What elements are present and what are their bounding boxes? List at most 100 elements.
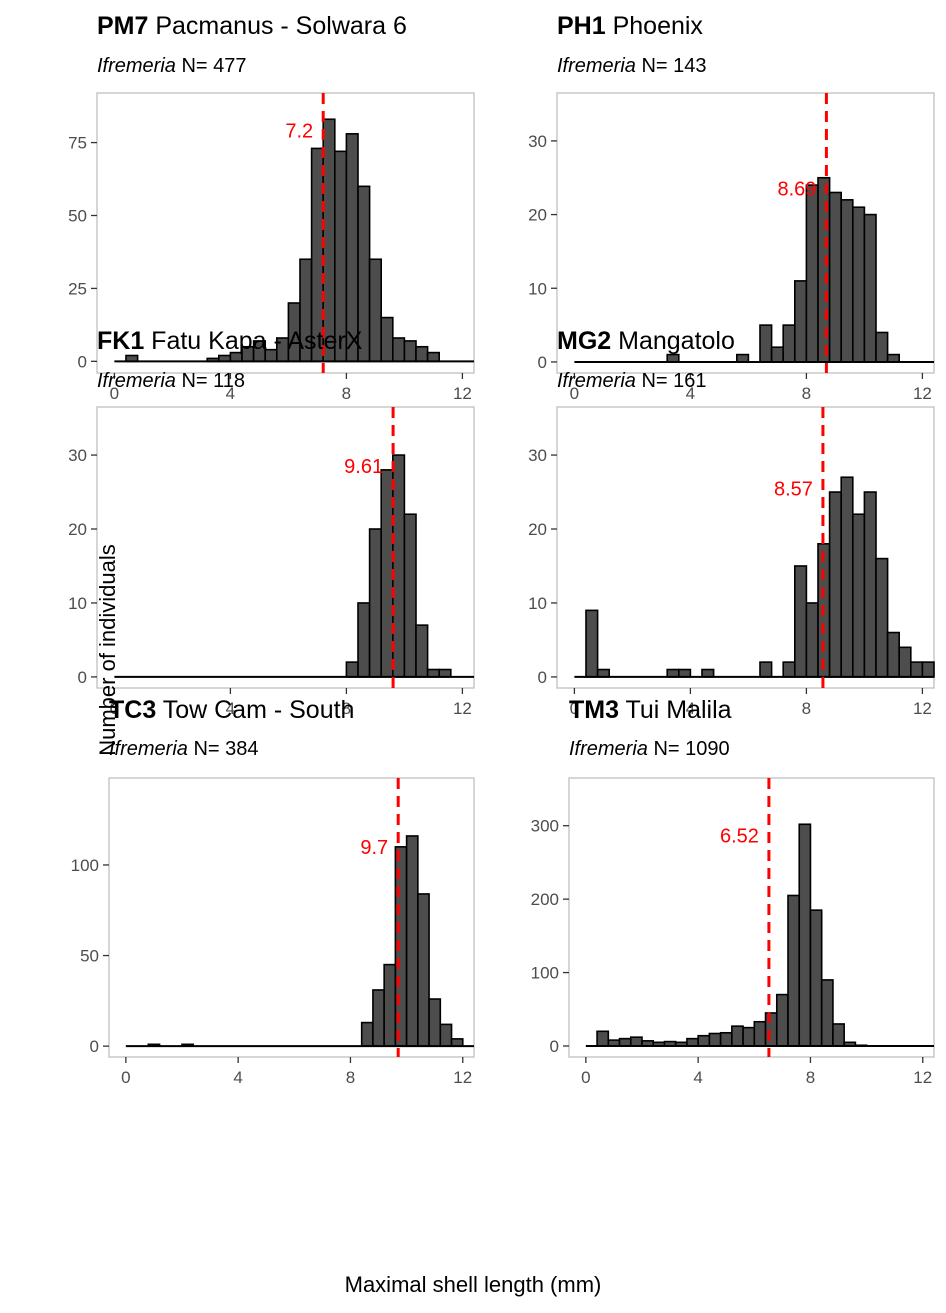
x-tick-label: 8 [346, 1068, 355, 1087]
panel-site: Phoenix [606, 12, 704, 40]
histogram-bar [775, 993, 789, 1047]
panel-frame [568, 777, 935, 1058]
histogram-bar [809, 909, 823, 1047]
y-tick-label: 10 [528, 279, 547, 298]
histogram-bar [360, 1021, 374, 1047]
histogram-bar [383, 963, 397, 1047]
panel-frame [556, 92, 935, 374]
x-tick-label: 8 [806, 1068, 815, 1087]
y-tick-label: 300 [531, 817, 559, 836]
histogram-bar [629, 1036, 643, 1047]
panel-taxon: Ifremeria [569, 738, 648, 760]
histogram-bar [875, 557, 889, 678]
y-tick-label: 20 [68, 520, 87, 539]
histogram-bar [701, 668, 715, 678]
panel-tm3: TM3 Tui Malila Ifremeria N= 1090 0 100 200 30… [531, 696, 935, 1087]
y-tick-label: 50 [68, 207, 87, 226]
histogram-bar [770, 346, 784, 363]
panel-subtitle: Ifremeria N= 384 [109, 738, 259, 760]
y-tick-label: 50 [80, 947, 99, 966]
x-tick-label: 8 [342, 699, 351, 718]
y-tick-label: 20 [528, 206, 547, 225]
x-tick-label: 0 [581, 1068, 590, 1087]
mean-label: 8.57 [774, 478, 813, 500]
y-tick-label: 0 [78, 352, 87, 371]
mean-label: 9.7 [360, 837, 388, 859]
panel-frame [108, 777, 475, 1058]
histogram-bar [909, 661, 924, 678]
panel-title: FK1 Fatu Kapa - AsterX [97, 327, 363, 355]
panel-code: FK1 [97, 327, 144, 355]
mean-label: 9.61 [344, 456, 383, 478]
panel-code: PM7 [97, 12, 148, 40]
y-tick-label: 10 [68, 594, 87, 613]
y-tick-label: 30 [68, 446, 87, 465]
panel-taxon: Ifremeria [97, 55, 176, 77]
histogram-bar [345, 661, 359, 678]
x-tick-label: 4 [226, 384, 235, 403]
histogram-bar [666, 668, 680, 678]
x-tick-label: 8 [802, 384, 811, 403]
panel-n-label: N= 161 [636, 370, 707, 392]
mean-label: 8.69 [777, 179, 816, 201]
histogram-bar [742, 1026, 756, 1047]
panel-tc3: TC3 Tow Cam - South Ifremeria N= 384 0 50 10… [71, 696, 475, 1087]
panel-taxon: Ifremeria [557, 370, 636, 392]
histogram-bar [426, 668, 441, 678]
histogram-bar [886, 631, 900, 678]
x-tick-label: 12 [453, 1068, 472, 1087]
histogram-bar [863, 213, 877, 363]
x-tick-label: 4 [233, 1068, 242, 1087]
y-tick-label: 20 [528, 520, 547, 539]
x-tick-label: 12 [913, 384, 932, 403]
histogram-bar [719, 1031, 733, 1047]
panel-title: TM3 Tui Malila [569, 696, 732, 724]
panel-n-label: N= 143 [636, 55, 707, 77]
histogram-bar [832, 1023, 845, 1047]
histogram-bar [368, 528, 383, 678]
histogram-bar [428, 998, 442, 1047]
panel-subtitle: Ifremeria N= 1090 [569, 738, 730, 760]
y-tick-label: 0 [78, 668, 87, 687]
panel-code: MG2 [557, 327, 611, 355]
histogram-bar [666, 353, 680, 363]
y-tick-label: 0 [90, 1037, 99, 1056]
panel-taxon: Ifremeria [97, 370, 176, 392]
mean-label: 7.2 [285, 120, 313, 142]
histogram-bar [686, 1037, 699, 1047]
panel-site: Tow Cam - South [156, 696, 354, 724]
panel-n-label: N= 477 [176, 55, 247, 77]
panel-subtitle: Ifremeria N= 161 [557, 370, 707, 392]
histogram-bar [596, 1030, 610, 1047]
y-tick-label: 10 [528, 594, 547, 613]
panel-title: MG2 Mangatolo [557, 327, 735, 355]
histogram-bar [828, 191, 842, 363]
histogram-bar [677, 668, 692, 678]
histogram-bar [731, 1025, 744, 1047]
x-tick-label: 8 [802, 699, 811, 718]
histogram-bar [391, 337, 406, 363]
histogram-bar [840, 199, 854, 363]
x-tick-label: 4 [226, 699, 235, 718]
histogram-bar [708, 1032, 722, 1047]
histogram-bar [450, 1038, 464, 1047]
panel-subtitle: Ifremeria N= 477 [97, 55, 247, 77]
panel-site: Tui Malila [619, 696, 732, 724]
histogram-bar [787, 894, 801, 1047]
histogram-bar [417, 893, 430, 1047]
histogram-bar [403, 513, 417, 678]
x-tick-label: 0 [110, 384, 119, 403]
panel-n-label: N= 1090 [648, 738, 730, 760]
histogram-bar [840, 476, 854, 678]
histogram-bar [798, 823, 812, 1047]
histogram-bar [898, 646, 912, 678]
panel-site: Mangatolo [611, 327, 735, 355]
y-tick-label: 30 [528, 446, 547, 465]
histogram-bar [380, 316, 394, 363]
panel-subtitle: Ifremeria N= 118 [97, 370, 245, 392]
histogram-bar [585, 609, 599, 678]
histogram-bar [828, 491, 842, 678]
y-tick-label: 75 [68, 134, 87, 153]
